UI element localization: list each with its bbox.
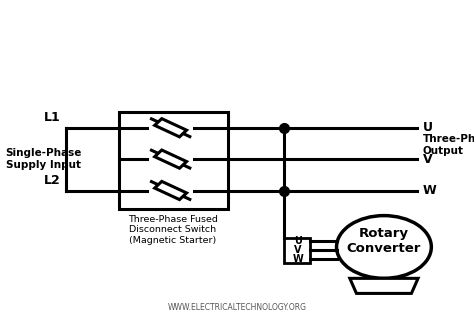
Text: Supply Using Rotary Phase Converter: Supply Using Rotary Phase Converter <box>53 66 421 84</box>
Polygon shape <box>155 118 187 137</box>
Text: Three-Phase Fused
Disconnect Switch
(Magnetic Starter): Three-Phase Fused Disconnect Switch (Mag… <box>128 215 218 245</box>
Text: U: U <box>294 236 301 246</box>
Text: Running a 3-Phase Motor on 1-Phase: Running a 3-Phase Motor on 1-Phase <box>56 25 418 43</box>
Text: L2: L2 <box>44 174 61 187</box>
Text: W: W <box>423 184 437 197</box>
Polygon shape <box>350 278 418 294</box>
Bar <box>284 238 310 263</box>
Text: WWW.ELECTRICALTECHNOLOGY.ORG: WWW.ELECTRICALTECHNOLOGY.ORG <box>167 303 307 312</box>
Bar <box>118 112 228 209</box>
Text: V: V <box>423 153 432 166</box>
Circle shape <box>337 216 431 278</box>
Text: Three-Phase
Output: Three-Phase Output <box>423 134 474 156</box>
Text: L1: L1 <box>44 111 61 124</box>
Text: V: V <box>294 245 301 255</box>
Polygon shape <box>155 150 187 168</box>
Text: W: W <box>292 254 303 264</box>
Text: Rotary
Converter: Rotary Converter <box>347 227 421 255</box>
Text: U: U <box>423 121 433 134</box>
Polygon shape <box>155 181 187 200</box>
Text: Single-Phase
Supply Input: Single-Phase Supply Input <box>6 148 82 170</box>
